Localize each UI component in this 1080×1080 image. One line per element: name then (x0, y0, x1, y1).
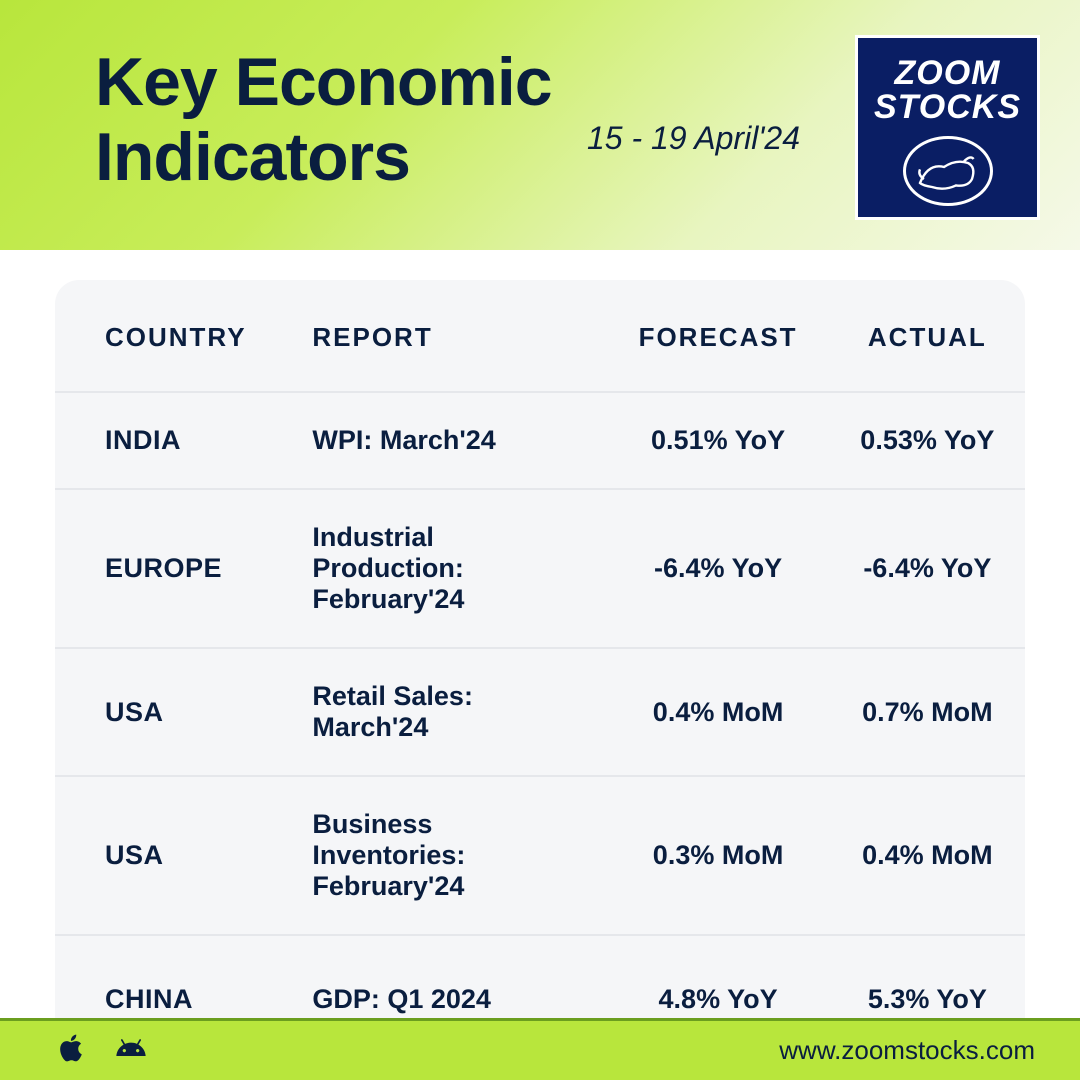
cell-country: INDIA (55, 392, 292, 489)
footer: www.zoomstocks.com (0, 1018, 1080, 1080)
cell-forecast: 0.4% MoM (606, 648, 829, 776)
header: Key Economic Indicators 15 - 19 April'24… (0, 0, 1080, 250)
cell-actual: -6.4% YoY (830, 489, 1025, 648)
table-row: EUROPE Industrial Production: February'2… (55, 489, 1025, 648)
table-body: INDIA WPI: March'24 0.51% YoY 0.53% YoY … (55, 392, 1025, 1063)
title-line-1: Key Economic (95, 44, 552, 120)
table-header-row: COUNTRY REPORT FORECAST ACTUAL (55, 280, 1025, 392)
cell-country: USA (55, 776, 292, 935)
brand-logo: ZOOM STOCKS (855, 35, 1040, 220)
cell-forecast: 0.51% YoY (606, 392, 829, 489)
title-line-2: Indicators (95, 119, 410, 195)
cell-report: Industrial Production: February'24 (292, 489, 606, 648)
apple-icon (55, 1032, 87, 1069)
indicators-table: COUNTRY REPORT FORECAST ACTUAL INDIA WPI… (55, 280, 1025, 1063)
page-title: Key Economic Indicators (95, 45, 552, 195)
table-row: USA Retail Sales: March'24 0.4% MoM 0.7%… (55, 648, 1025, 776)
website-url: www.zoomstocks.com (779, 1035, 1035, 1066)
date-range: 15 - 19 April'24 (587, 120, 800, 157)
logo-text-line-2: STOCKS (874, 90, 1021, 124)
bull-icon (903, 136, 993, 206)
cell-actual: 0.53% YoY (830, 392, 1025, 489)
android-icon (115, 1032, 147, 1069)
main-content: COUNTRY REPORT FORECAST ACTUAL INDIA WPI… (0, 250, 1080, 1063)
cell-country: EUROPE (55, 489, 292, 648)
logo-text-line-1: ZOOM (895, 56, 1001, 90)
cell-forecast: 0.3% MoM (606, 776, 829, 935)
store-icons (55, 1032, 147, 1069)
col-country: COUNTRY (55, 280, 292, 392)
cell-forecast: -6.4% YoY (606, 489, 829, 648)
col-report: REPORT (292, 280, 606, 392)
cell-report: WPI: March'24 (292, 392, 606, 489)
table-row: INDIA WPI: March'24 0.51% YoY 0.53% YoY (55, 392, 1025, 489)
cell-actual: 0.7% MoM (830, 648, 1025, 776)
col-actual: ACTUAL (830, 280, 1025, 392)
cell-actual: 0.4% MoM (830, 776, 1025, 935)
indicators-card: COUNTRY REPORT FORECAST ACTUAL INDIA WPI… (55, 280, 1025, 1063)
cell-report: Business Inventories: February'24 (292, 776, 606, 935)
col-forecast: FORECAST (606, 280, 829, 392)
table-row: USA Business Inventories: February'24 0.… (55, 776, 1025, 935)
cell-country: USA (55, 648, 292, 776)
cell-report: Retail Sales: March'24 (292, 648, 606, 776)
